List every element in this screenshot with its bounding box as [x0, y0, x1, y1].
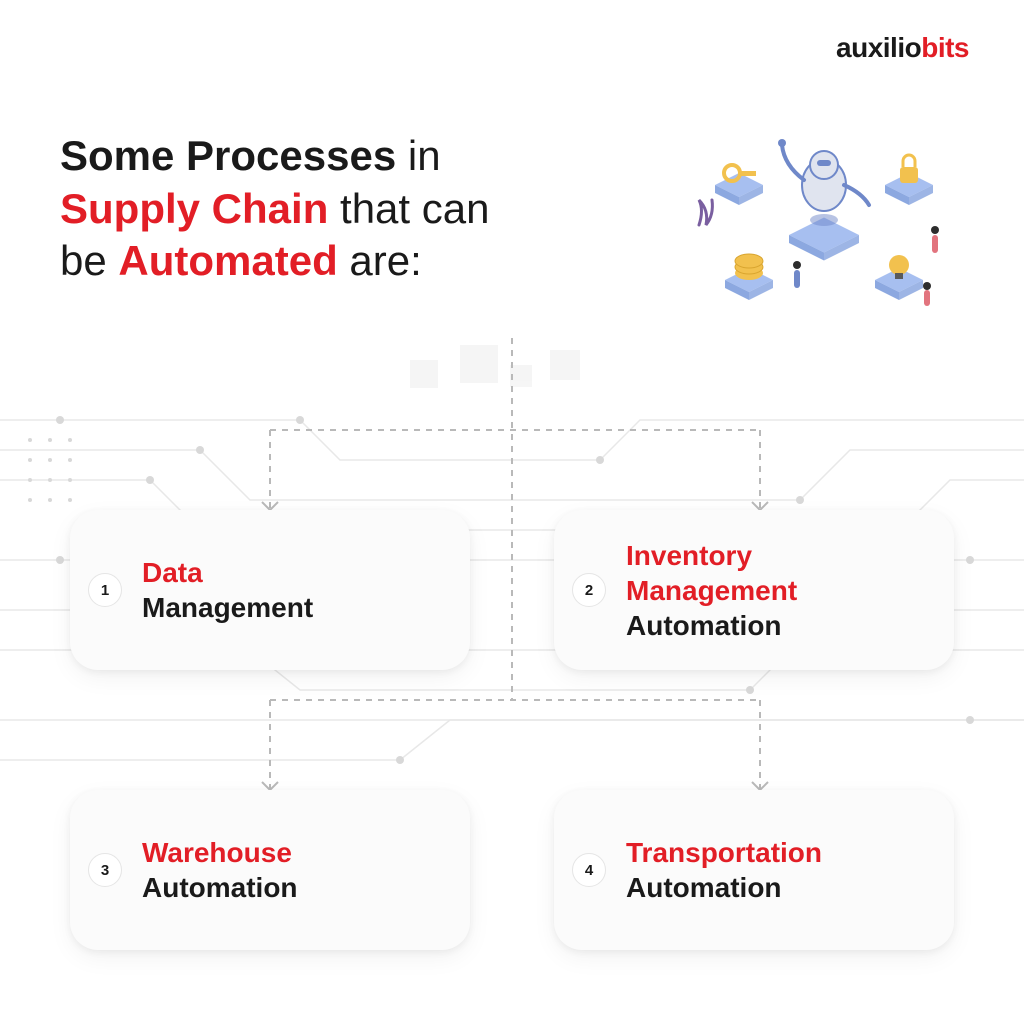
headline-span: be — [60, 237, 118, 284]
card-title-line: Management — [626, 573, 797, 608]
card-title-line: Data — [142, 555, 313, 590]
headline-span: that can — [328, 185, 489, 232]
headline-span: in — [396, 132, 440, 179]
card-title: InventoryManagementAutomation — [626, 538, 797, 643]
brand-logo: auxiliobits — [836, 32, 969, 64]
card-title-line: Management — [142, 590, 313, 625]
card-title-line: Automation — [626, 870, 822, 905]
process-card-2: 2 InventoryManagementAutomation — [554, 510, 954, 670]
logo-part-2: bits — [921, 32, 969, 63]
headline-span: Automated — [118, 237, 337, 284]
process-card-4: 4 TransportationAutomation — [554, 790, 954, 950]
card-title: TransportationAutomation — [626, 835, 822, 905]
headline-span: Supply Chain — [60, 185, 328, 232]
robot-illustration — [674, 115, 974, 325]
process-card-3: 3 WarehouseAutomation — [70, 790, 470, 950]
headline-span: are: — [338, 237, 422, 284]
process-card-1: 1 DataManagement — [70, 510, 470, 670]
card-title: DataManagement — [142, 555, 313, 625]
card-number-badge: 4 — [572, 853, 606, 887]
card-number-badge: 2 — [572, 573, 606, 607]
card-title: WarehouseAutomation — [142, 835, 298, 905]
card-title-line: Warehouse — [142, 835, 298, 870]
logo-part-1: auxilio — [836, 32, 921, 63]
infographic-page: auxiliobits Some Processes in Supply Cha… — [0, 0, 1024, 1024]
card-title-line: Inventory — [626, 538, 797, 573]
headline: Some Processes in Supply Chain that can b… — [60, 130, 620, 288]
card-number-badge: 1 — [88, 573, 122, 607]
card-title-line: Transportation — [626, 835, 822, 870]
card-title-line: Automation — [142, 870, 298, 905]
card-title-line: Automation — [626, 608, 797, 643]
headline-span: Some Processes — [60, 132, 396, 179]
card-number-badge: 3 — [88, 853, 122, 887]
